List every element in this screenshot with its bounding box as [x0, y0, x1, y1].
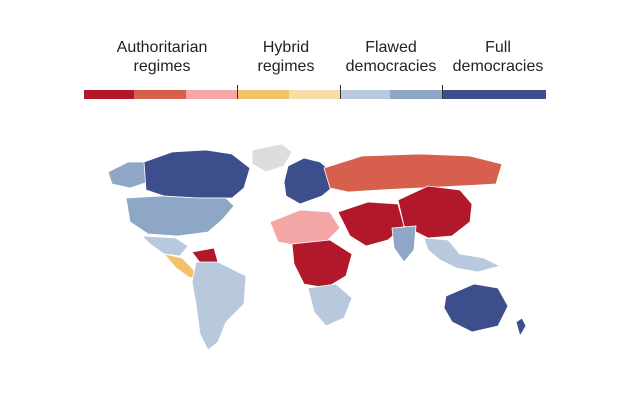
legend: Authoritarian regimes Hybrid regimes Fla…: [0, 0, 640, 110]
region-alaska: [107, 161, 149, 189]
legend-label-authoritarian-line2: regimes: [133, 58, 191, 75]
scale-segment-auth-2: [134, 90, 186, 99]
scale-segment-auth-1: [84, 90, 134, 99]
region-india: [391, 225, 417, 263]
region-africa-central: [291, 239, 353, 289]
legend-label-flawed-line2: democracies: [345, 58, 437, 75]
region-canada: [143, 149, 251, 199]
scale-segment-full: [442, 90, 546, 99]
scale-segment-flawed-1: [340, 90, 390, 99]
legend-label-hybrid: Hybrid regimes: [248, 38, 324, 76]
region-new-zealand: [515, 317, 527, 337]
legend-label-full: Full democracies: [444, 38, 552, 76]
region-southeast-asia: [423, 237, 502, 273]
legend-label-full-line1: Full: [485, 39, 511, 56]
scale-segment-hybrid-1: [237, 90, 289, 99]
region-south-america: [191, 261, 247, 351]
region-usa: [125, 195, 235, 237]
legend-label-hybrid-line1: Hybrid: [262, 39, 310, 56]
region-central-america: [162, 253, 199, 279]
legend-label-authoritarian-line1: Authoritarian: [116, 39, 208, 56]
region-africa-north: [269, 209, 341, 247]
region-mexico: [140, 235, 189, 257]
region-australia: [443, 283, 509, 333]
legend-label-flawed-line1: Flawed: [365, 39, 417, 56]
region-russia: [323, 153, 503, 193]
region-africa-south: [307, 283, 353, 327]
scale-segment-flawed-2: [390, 90, 442, 99]
region-europe: [283, 157, 335, 205]
world-map: [107, 143, 527, 351]
legend-label-flawed: Flawed democracies: [336, 38, 446, 76]
scale-divider-2: [340, 85, 341, 99]
scale-segment-hybrid-2: [289, 90, 340, 99]
region-greenland: [251, 143, 293, 173]
scale-segment-auth-3: [186, 90, 237, 99]
scale-divider-1: [237, 85, 238, 99]
legend-label-full-line2: democracies: [452, 58, 544, 75]
legend-color-scale: [84, 85, 546, 99]
scale-divider-3: [442, 85, 443, 99]
legend-label-authoritarian: Authoritarian regimes: [100, 38, 224, 76]
legend-label-hybrid-line2: regimes: [257, 58, 315, 75]
